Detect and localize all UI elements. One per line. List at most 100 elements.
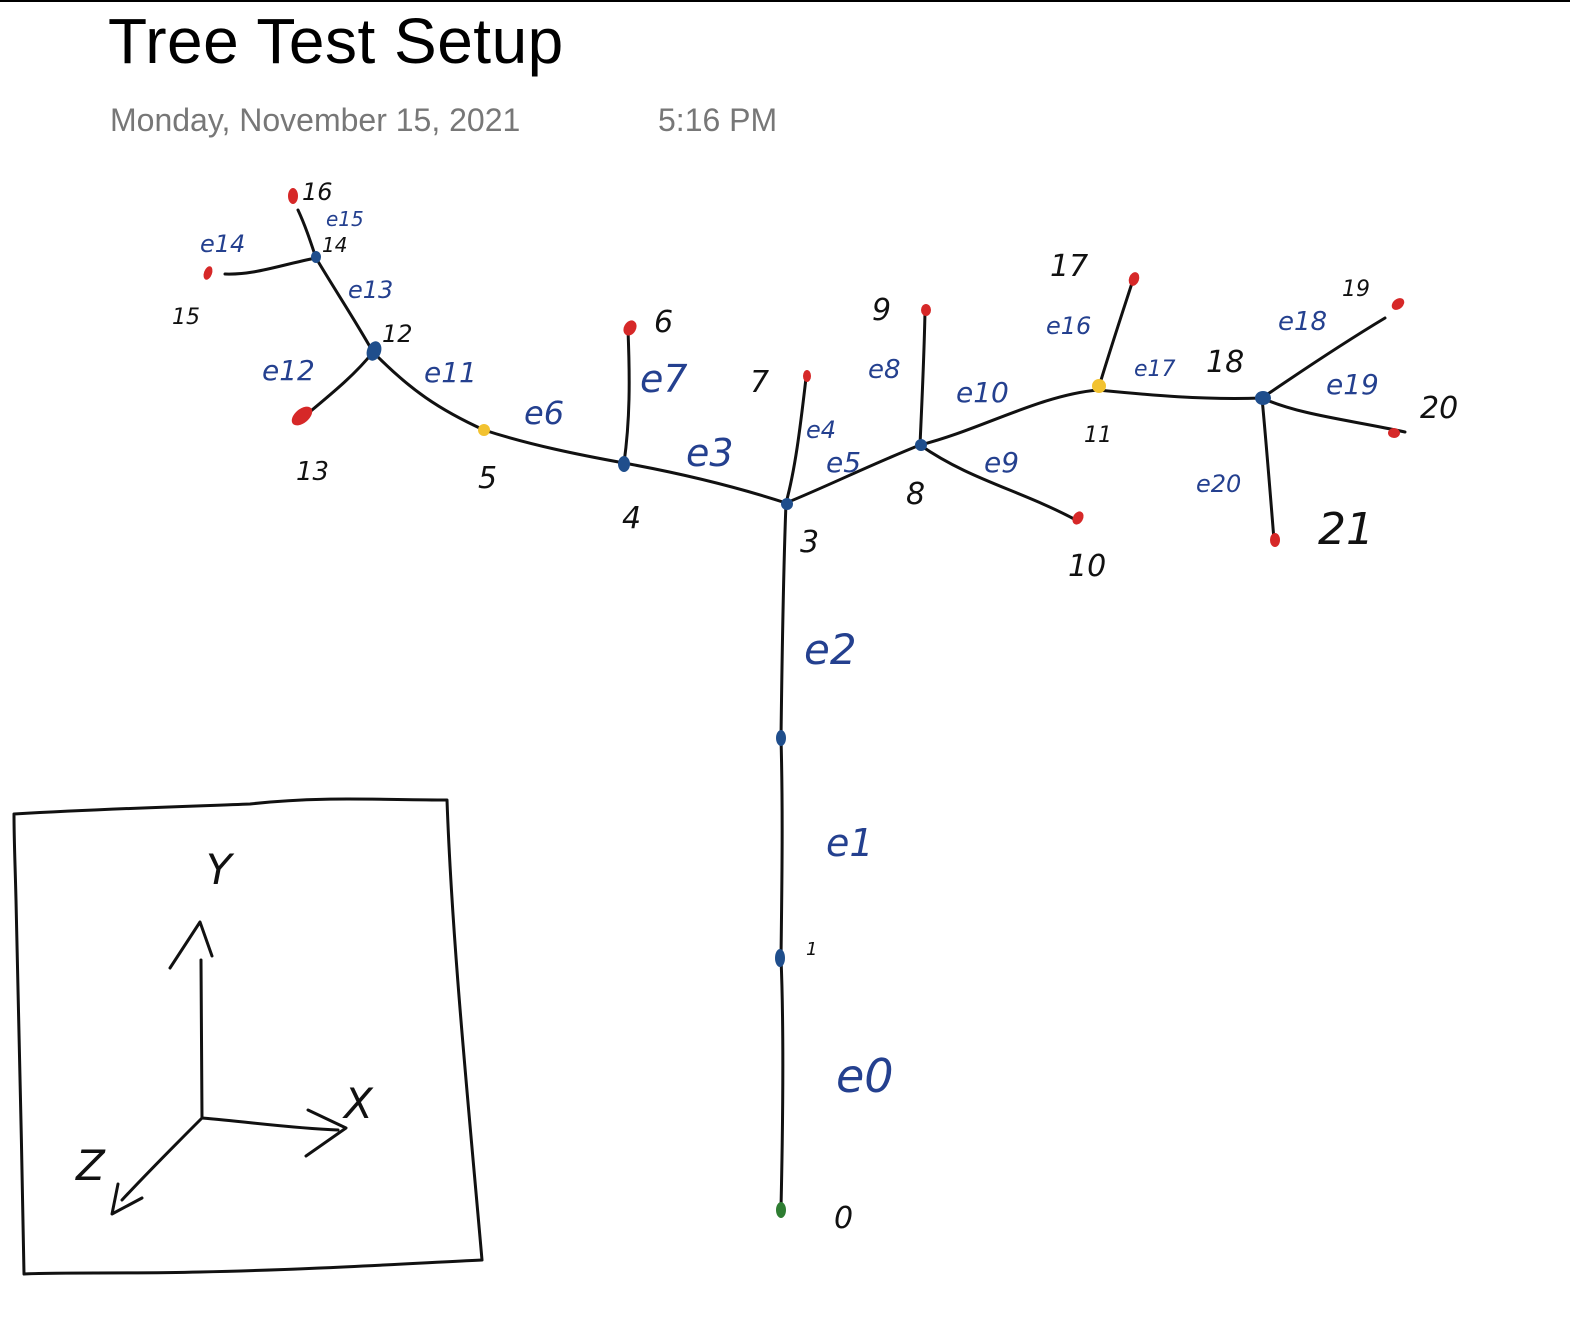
edge-label-e14: e14 xyxy=(200,230,245,258)
node-label-17: 17 xyxy=(1050,249,1088,284)
edge-e15 xyxy=(296,208,318,260)
x-axis-arrow xyxy=(200,1116,340,1132)
edge-e2 xyxy=(779,501,788,740)
edge-e13 xyxy=(314,256,375,354)
node-label-19: 19 xyxy=(1342,277,1370,302)
y-axis-label: Y xyxy=(206,845,235,894)
tree-nodes xyxy=(203,188,1405,1218)
node-label-16: 16 xyxy=(302,178,333,206)
edge-label-e15: e15 xyxy=(326,207,364,231)
node-10 xyxy=(1072,511,1084,525)
edge-label-e10: e10 xyxy=(956,376,1009,409)
z-axis-arrow xyxy=(120,1116,204,1202)
node-11 xyxy=(1092,379,1106,393)
node-label-18: 18 xyxy=(1206,345,1244,380)
node-17 xyxy=(1128,272,1140,286)
node-label-13: 13 xyxy=(296,457,329,487)
edge-label-e12: e12 xyxy=(262,354,315,387)
top-rule xyxy=(0,0,1570,2)
node-3 xyxy=(781,498,793,510)
node-0 xyxy=(776,1202,786,1218)
node-label-1: 1 xyxy=(806,939,817,960)
edge-e18 xyxy=(1260,316,1387,400)
edge-label-e13: e13 xyxy=(348,276,393,304)
axes-box: Y X Z xyxy=(12,797,484,1276)
edge-e4 xyxy=(784,376,808,505)
node-labels: 0 1 3 4 5 6 7 8 9 10 11 12 13 14 15 16 1… xyxy=(172,178,1458,1236)
edge-label-e0: e0 xyxy=(836,1049,894,1103)
edge-label-e5: e5 xyxy=(826,446,861,479)
node-label-12: 12 xyxy=(382,320,413,348)
node-4 xyxy=(618,456,630,472)
edge-e7 xyxy=(622,328,631,465)
node-9 xyxy=(921,304,931,316)
edge-e10 xyxy=(918,388,1100,447)
node-12 xyxy=(366,341,382,361)
edge-e0 xyxy=(779,956,785,1210)
edge-label-e4: e4 xyxy=(806,416,836,444)
node-5 xyxy=(478,424,490,436)
edge-e14 xyxy=(223,256,318,276)
node-2 xyxy=(776,730,786,746)
node-20 xyxy=(1388,428,1400,438)
edge-label-e3: e3 xyxy=(686,431,734,475)
node-label-6: 6 xyxy=(654,305,673,340)
edge-e5 xyxy=(784,443,922,505)
node-label-0: 0 xyxy=(834,1201,853,1236)
y-axis-arrowhead xyxy=(168,920,214,970)
x-axis-label: X xyxy=(342,1079,374,1128)
node-label-11: 11 xyxy=(1084,423,1112,448)
node-8 xyxy=(915,439,927,451)
node-1 xyxy=(775,949,785,967)
edge-e3 xyxy=(622,461,788,505)
edge-label-e16: e16 xyxy=(1046,312,1091,340)
edge-label-e6: e6 xyxy=(524,394,564,432)
edge-label-e9: e9 xyxy=(984,446,1019,479)
node-label-21: 21 xyxy=(1318,504,1374,555)
tree-edges xyxy=(223,208,1407,1210)
edge-label-e1: e1 xyxy=(826,821,874,865)
node-21 xyxy=(1270,533,1280,547)
z-axis-arrowhead xyxy=(110,1182,144,1216)
edge-e17 xyxy=(1096,388,1264,400)
edge-label-e2: e2 xyxy=(804,625,857,674)
edge-label-e20: e20 xyxy=(1196,470,1241,498)
node-14 xyxy=(311,251,321,263)
node-7 xyxy=(803,370,811,382)
edge-e16 xyxy=(1096,278,1135,392)
node-19 xyxy=(1391,298,1405,310)
page-title: Tree Test Setup xyxy=(108,5,564,77)
edge-label-e17: e17 xyxy=(1134,357,1176,382)
edge-label-e7: e7 xyxy=(640,357,688,401)
node-16 xyxy=(288,188,298,204)
edge-e19 xyxy=(1260,396,1407,434)
edge-label-e19: e19 xyxy=(1326,368,1379,401)
x-axis-arrowhead xyxy=(304,1108,348,1158)
axes-box-frame xyxy=(12,797,484,1276)
edge-e8 xyxy=(918,310,927,447)
node-label-3: 3 xyxy=(800,525,819,560)
node-label-14: 14 xyxy=(322,233,347,257)
node-15 xyxy=(203,266,213,280)
edge-e9 xyxy=(918,443,1078,522)
node-label-9: 9 xyxy=(872,293,891,328)
page-date: Monday, November 15, 2021 xyxy=(110,102,521,138)
page-time: 5:16 PM xyxy=(658,102,778,138)
edge-label-e8: e8 xyxy=(868,355,901,385)
edge-e20 xyxy=(1260,396,1276,542)
node-label-7: 7 xyxy=(750,365,769,400)
node-label-8: 8 xyxy=(906,477,925,512)
node-13 xyxy=(291,406,313,426)
z-axis-label: Z xyxy=(75,1141,106,1190)
edge-label-e18: e18 xyxy=(1278,307,1327,337)
node-6 xyxy=(623,320,637,336)
edge-e6 xyxy=(482,428,626,465)
node-label-4: 4 xyxy=(622,501,641,536)
edge-label-e11: e11 xyxy=(424,356,477,389)
node-18 xyxy=(1255,391,1271,405)
node-label-20: 20 xyxy=(1420,391,1458,426)
y-axis-arrow xyxy=(199,958,204,1120)
node-label-5: 5 xyxy=(478,461,497,496)
node-label-10: 10 xyxy=(1068,549,1106,584)
